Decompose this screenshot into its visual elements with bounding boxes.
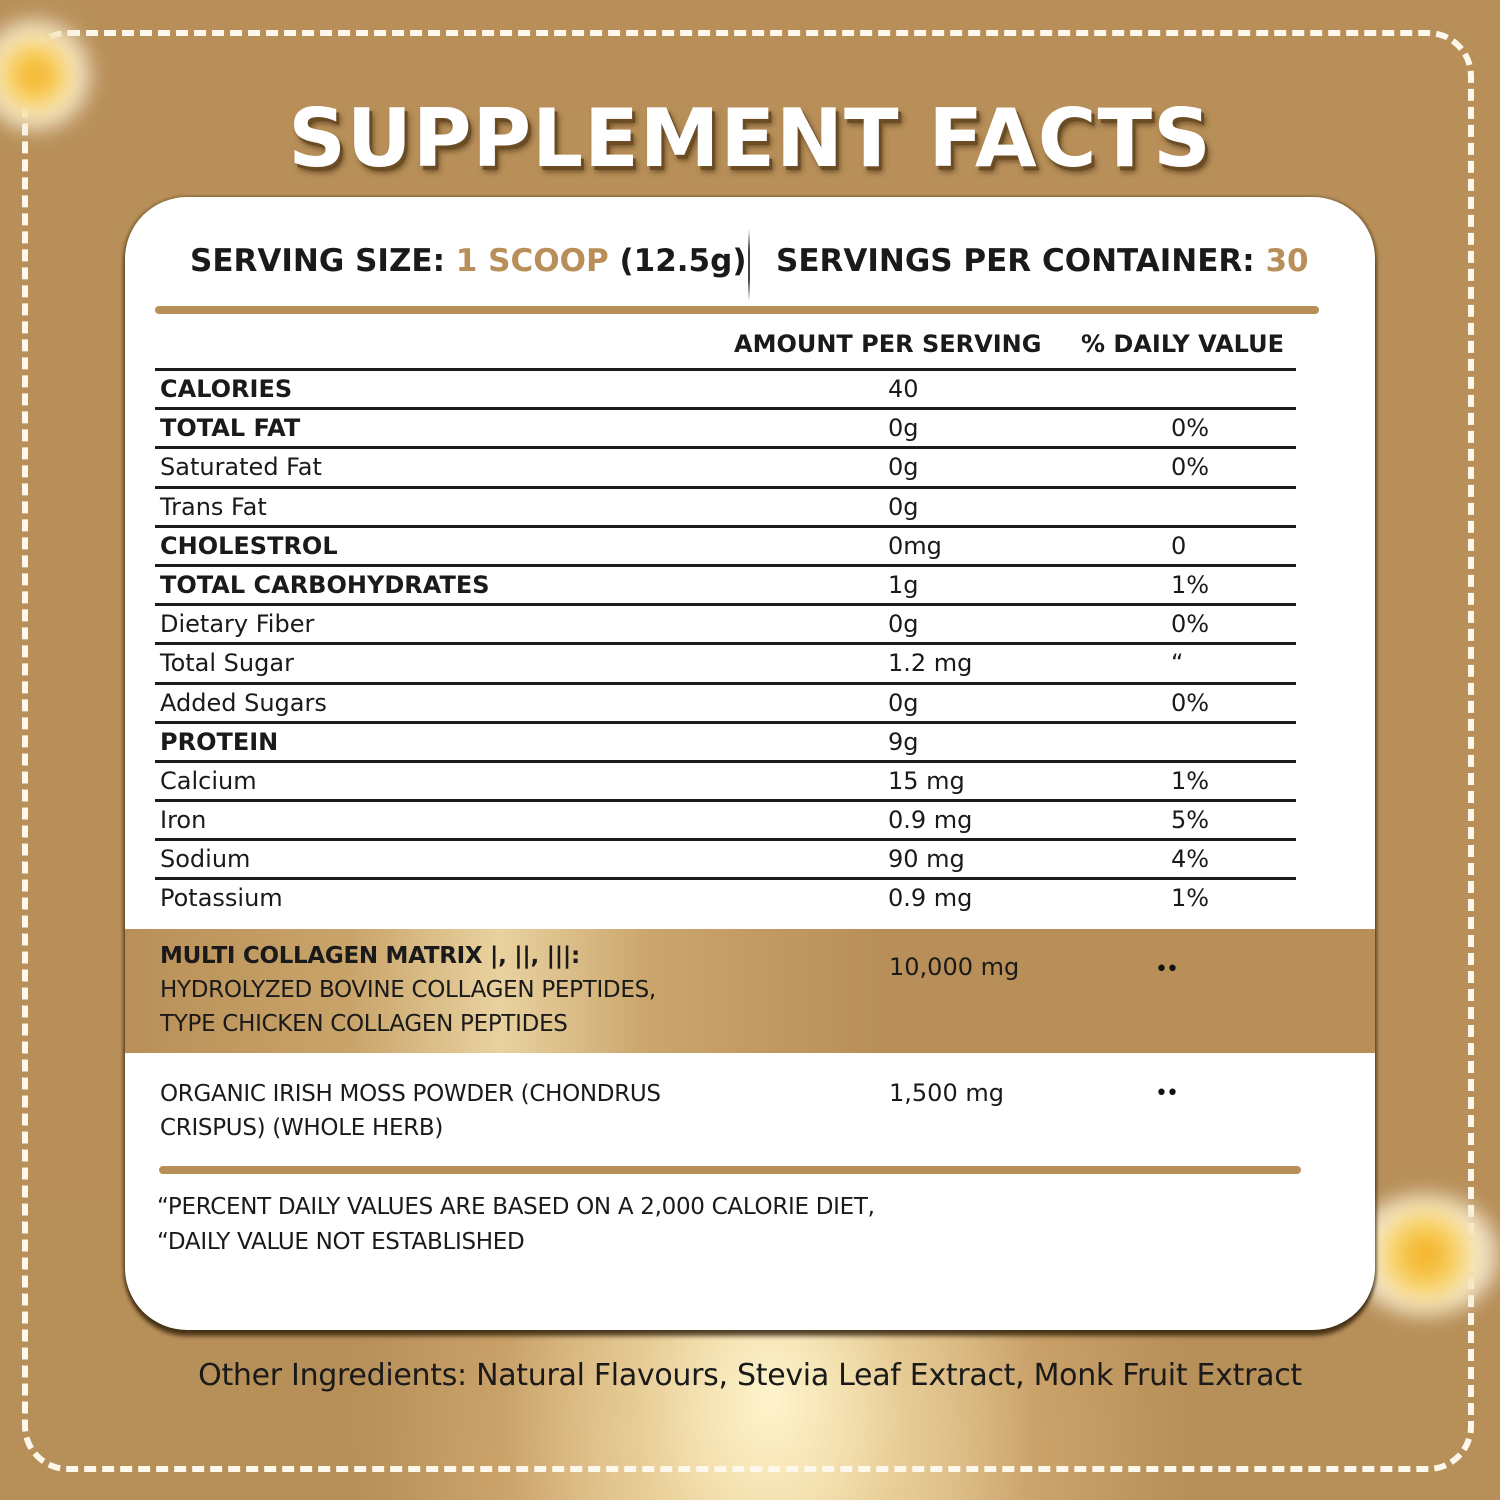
nutrient-name: Sodium (160, 845, 251, 874)
nutrient-name: TOTAL FAT (160, 414, 301, 443)
nutrient-amount: 1.2 mg (888, 649, 973, 678)
nutrient-dv: 5% (1171, 806, 1210, 835)
collagen-dv-marker: •• (1155, 957, 1179, 982)
collagen-line-2: HYDROLYZED BOVINE COLLAGEN PEPTIDES, (160, 977, 656, 1003)
table-row: TOTAL FAT 0g 0% (155, 407, 1296, 446)
table-row: Added Sugars 0g 0% (155, 681, 1296, 721)
irish-moss-line-1: ORGANIC IRISH MOSS POWDER (CHONDRUS (160, 1081, 661, 1107)
nutrient-name: Saturated Fat (160, 453, 322, 482)
serving-info: SERVING SIZE: 1 SCOOP (12.5g) SERVINGS P… (125, 229, 1375, 301)
nutrient-amount: 15 mg (888, 766, 965, 795)
nutrient-name: Trans Fat (160, 492, 267, 521)
nutrient-dv: 0% (1171, 453, 1210, 482)
table-row: CHOLESTROL 0mg 0 (155, 524, 1296, 564)
collagen-line-3: TYPE CHICKEN COLLAGEN PEPTIDES (160, 1011, 568, 1037)
table-row: PROTEIN 9g (155, 720, 1296, 760)
footnotes: “PERCENT DAILY VALUES ARE BASED ON A 2,0… (157, 1190, 875, 1260)
nutrient-name: PROTEIN (160, 727, 279, 756)
serving-size-weight: (12.5g) (619, 243, 747, 279)
flower-decoration-icon (0, 20, 90, 130)
other-ingredients: Other Ingredients: Natural Flavours, Ste… (198, 1358, 1302, 1393)
nutrient-table: CALORIES 40 TOTAL FAT 0g 0% Saturated Fat 0g… (155, 368, 1296, 917)
nutrient-amount: 0g (888, 688, 919, 717)
table-row: Sodium 90 mg 4% (155, 838, 1296, 877)
divider-bar (155, 306, 1319, 314)
nutrient-dv: 1% (1171, 884, 1210, 913)
nutrient-amount: 90 mg (888, 845, 965, 874)
nutrient-dv: 0% (1171, 414, 1210, 443)
nutrient-dv: 0 (1171, 531, 1187, 560)
table-row: TOTAL CARBOHYDRATES 1g 1% (155, 563, 1296, 603)
serving-size-label: SERVING SIZE: (190, 243, 445, 279)
collagen-ingredient-text: MULTI COLLAGEN MATRIX |, ||, |||: HYDROL… (160, 939, 656, 1041)
nutrient-name: Added Sugars (160, 688, 327, 717)
nutrient-name: Dietary Fiber (160, 610, 315, 639)
footnote-daily-values: “PERCENT DAILY VALUES ARE BASED ON A 2,0… (157, 1194, 875, 1220)
nutrient-amount: 40 (888, 375, 919, 403)
column-header-daily-value: % DAILY VALUE (1081, 330, 1284, 358)
nutrient-amount: 1g (888, 570, 919, 599)
nutrient-amount: 0g (888, 610, 919, 639)
nutrient-amount: 0.9 mg (888, 806, 973, 835)
serving-size-value: 1 SCOOP (455, 243, 609, 279)
nutrient-name: TOTAL CARBOHYDRATES (160, 570, 490, 599)
table-row: Iron 0.9 mg 5% (155, 799, 1296, 838)
nutrient-amount: 0g (888, 453, 919, 482)
nutrient-dv: “ (1171, 649, 1184, 678)
nutrient-name: Calcium (160, 766, 257, 795)
nutrient-amount: 0g (888, 414, 919, 443)
nutrient-dv: 1% (1171, 570, 1210, 599)
dashed-frame (22, 30, 1474, 1472)
irish-moss-line-2: CRISPUS) (WHOLE HERB) (160, 1115, 444, 1141)
nutrient-dv: 4% (1171, 845, 1210, 874)
table-row: Saturated Fat 0g 0% (155, 446, 1296, 485)
table-row: Total Sugar 1.2 mg “ (155, 642, 1296, 681)
supplement-facts-panel: SERVING SIZE: 1 SCOOP (12.5g) SERVINGS P… (125, 197, 1375, 1330)
page-title: SUPPLEMENT FACTS (288, 92, 1212, 185)
nutrient-amount: 0mg (888, 531, 942, 560)
table-row: Potassium 0.9 mg 1% (155, 877, 1296, 916)
irish-moss-amount: 1,500 mg (889, 1079, 1004, 1107)
table-row: Dietary Fiber 0g 0% (155, 603, 1296, 642)
irish-moss-dv-marker: •• (1155, 1081, 1179, 1106)
nutrient-name: Potassium (160, 884, 283, 913)
footnote-not-established: “DAILY VALUE NOT ESTABLISHED (157, 1229, 525, 1255)
nutrient-amount: 9g (888, 727, 919, 756)
nutrient-dv: 1% (1171, 766, 1210, 795)
nutrient-name: Total Sugar (160, 649, 294, 678)
flower-decoration-icon (1350, 1195, 1500, 1315)
divider-bar (159, 1166, 1301, 1174)
nutrient-amount: 0.9 mg (888, 884, 973, 913)
table-row: CALORIES 40 (155, 368, 1296, 407)
irish-moss-ingredient-text: ORGANIC IRISH MOSS POWDER (CHONDRUS CRIS… (160, 1077, 661, 1145)
nutrient-dv: 0% (1171, 610, 1210, 639)
nutrient-amount: 0g (888, 492, 919, 521)
table-row: Trans Fat 0g (155, 485, 1296, 525)
nutrient-name: CHOLESTROL (160, 531, 338, 560)
servings-per-container-label: SERVINGS PER CONTAINER: (776, 243, 1255, 279)
table-row: Calcium 15 mg 1% (155, 759, 1296, 799)
nutrient-dv: 0% (1171, 688, 1210, 717)
nutrient-name: CALORIES (160, 375, 293, 403)
serving-divider (748, 229, 750, 301)
collagen-amount: 10,000 mg (889, 953, 1020, 981)
servings-per-container-value: 30 (1265, 243, 1309, 279)
column-header-amount: AMOUNT PER SERVING (734, 330, 1042, 358)
serving-size: SERVING SIZE: 1 SCOOP (12.5g) (190, 243, 746, 279)
collagen-heading: MULTI COLLAGEN MATRIX |, ||, |||: (160, 943, 580, 969)
servings-per-container: SERVINGS PER CONTAINER: 30 (776, 243, 1309, 279)
collagen-ingredient-band (125, 929, 1375, 1053)
nutrient-name: Iron (160, 806, 207, 835)
